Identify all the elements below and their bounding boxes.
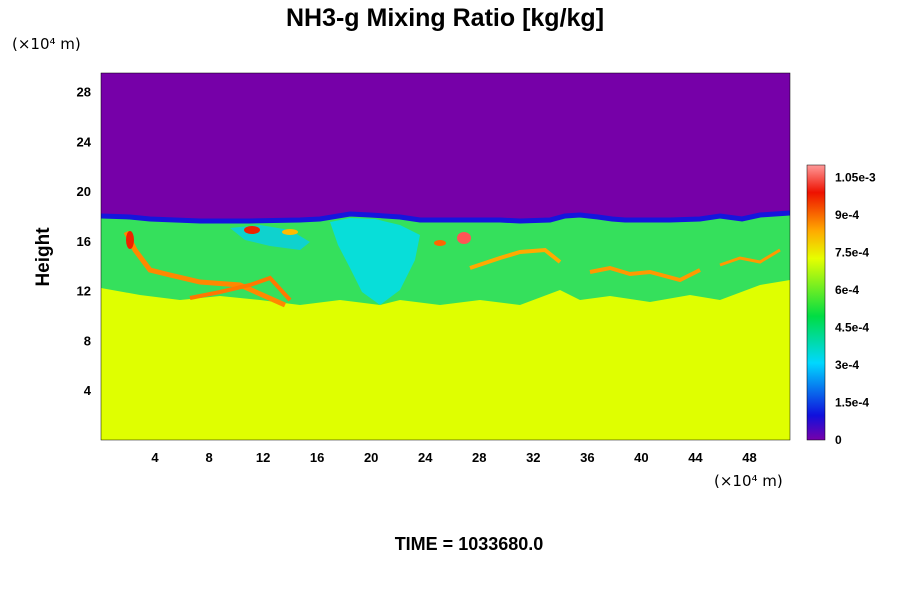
field-orange-streak-4 xyxy=(469,247,562,270)
field-red-cell-1 xyxy=(244,226,260,234)
x-tick-label: 16 xyxy=(310,450,324,465)
colorbar-ticks: 0 1.5e-4 3e-4 4.5e-4 6e-4 7.5e-4 9e-4 1.05e-3 xyxy=(835,171,876,448)
colorbar-tick-label: 4.5e-4 xyxy=(835,321,869,335)
x-tick-label: 28 xyxy=(472,450,486,465)
x-tick-label: 24 xyxy=(418,450,433,465)
x-axis-unit: (×10⁴ m) xyxy=(714,472,783,490)
x-tick-label: 44 xyxy=(688,450,703,465)
field-red-cell-5 xyxy=(282,229,298,235)
x-tick-label: 12 xyxy=(256,450,270,465)
colorbar-tick-label: 6e-4 xyxy=(835,283,859,297)
field-red-cell-3 xyxy=(434,240,446,246)
plot-frame xyxy=(100,72,791,441)
colorbar-tick-label: 7.5e-4 xyxy=(835,246,869,260)
colorbar-tick-label: 1.05e-3 xyxy=(835,171,876,185)
y-axis-unit: (×10⁴ m) xyxy=(12,35,81,53)
y-tick-label: 16 xyxy=(77,234,91,249)
field-orange-streak-5 xyxy=(719,248,781,267)
colorbar-tick-label: 1.5e-4 xyxy=(835,396,869,410)
y-tick-label: 8 xyxy=(84,333,91,348)
x-tick-label: 40 xyxy=(634,450,648,465)
colorbar-tick-label: 3e-4 xyxy=(835,358,859,372)
field-upper-layer xyxy=(101,73,790,220)
x-tick-label: 8 xyxy=(205,450,212,465)
field-red-cell-4 xyxy=(126,231,134,249)
y-tick-label: 4 xyxy=(84,383,92,398)
field-boundary-blue xyxy=(101,210,790,224)
colorbar-tick-label: 0 xyxy=(835,433,842,447)
x-axis-ticks: 4 8 12 16 20 24 28 32 36 40 44 48 xyxy=(151,450,756,465)
x-tick-label: 20 xyxy=(364,450,378,465)
y-tick-label: 12 xyxy=(77,284,91,299)
y-tick-label: 28 xyxy=(77,85,91,100)
y-axis-label: Height xyxy=(33,227,54,287)
field-orange-streak-3 xyxy=(589,265,701,283)
x-tick-label: 32 xyxy=(526,450,540,465)
y-tick-label: 20 xyxy=(77,184,91,199)
field-orange-streak-2 xyxy=(189,275,292,302)
x-tick-label: 4 xyxy=(151,450,159,465)
field-red-cell-2 xyxy=(457,232,471,244)
x-tick-label: 36 xyxy=(580,450,594,465)
colorbar xyxy=(806,164,826,441)
time-label: TIME = 1033680.0 xyxy=(395,534,544,554)
y-tick-label: 24 xyxy=(77,134,92,149)
field-mixing-zone xyxy=(101,212,790,305)
colorbar-tick-label: 9e-4 xyxy=(835,208,859,222)
chart-title: NH3-g Mixing Ratio [kg/kg] xyxy=(286,4,604,32)
x-tick-label: 48 xyxy=(742,450,756,465)
field-orange-streak-1 xyxy=(123,230,287,308)
y-axis-ticks: 4 8 12 16 20 24 28 xyxy=(77,85,92,399)
field-cyan-plume xyxy=(330,218,420,305)
heatmap-field xyxy=(101,73,790,440)
